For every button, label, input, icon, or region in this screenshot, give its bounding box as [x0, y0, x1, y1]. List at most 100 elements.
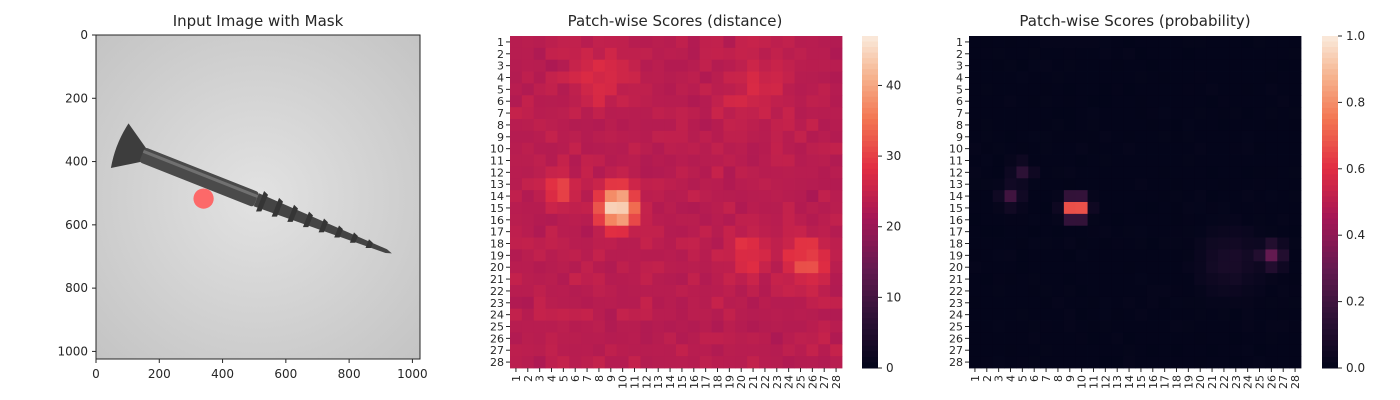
heatmap-cell	[521, 130, 535, 144]
heatmap-cell	[735, 83, 748, 96]
heatmap-cell	[664, 119, 677, 132]
heatmap-cell	[1170, 225, 1183, 238]
heatmap-cell	[1170, 59, 1183, 72]
probability-heatmap-axes: 1122334455667788991010111112121313141415…	[949, 36, 1302, 389]
heatmap-cell	[830, 308, 843, 321]
heatmap-cell	[1004, 142, 1017, 155]
heatmap-cell	[1265, 142, 1278, 155]
heatmap-cell	[557, 166, 570, 179]
heatmap-cell	[652, 273, 665, 286]
x-tick-label: 26	[1265, 375, 1278, 389]
heatmap-cell	[628, 36, 641, 49]
heatmap-cell	[545, 308, 558, 321]
heatmap-cell	[1218, 332, 1231, 345]
heatmap-cell	[1063, 95, 1077, 108]
heatmap-cell	[1289, 59, 1302, 72]
heatmap-cell	[1075, 59, 1088, 72]
heatmap-cell	[1052, 95, 1065, 108]
heatmap-cell	[1194, 83, 1207, 96]
heatmap-cell	[818, 332, 831, 345]
heatmap-cell	[593, 178, 606, 191]
heatmap-cell	[593, 59, 606, 72]
heatmap-cell	[711, 178, 724, 191]
heatmap-cell	[1123, 308, 1136, 321]
heatmap-cell	[1277, 237, 1290, 250]
heatmap-cell	[676, 178, 689, 191]
heatmap-cell	[1040, 356, 1053, 369]
heatmap-cell	[1111, 225, 1124, 238]
heatmap-cell	[1040, 47, 1053, 61]
heatmap-cell	[747, 166, 760, 179]
colorbar-segment	[862, 85, 878, 92]
heatmap-cell	[1182, 83, 1195, 96]
heatmap-cell	[604, 249, 618, 262]
heatmap-cell	[1265, 296, 1278, 310]
heatmap-cell	[676, 59, 689, 72]
heatmap-cell	[640, 320, 653, 333]
heatmap-cell	[1087, 47, 1100, 61]
heatmap-cell	[1075, 190, 1088, 203]
heatmap-cell	[747, 296, 760, 310]
heatmap-cell	[687, 59, 701, 72]
heatmap-cell	[1218, 213, 1231, 227]
heatmap-cell	[806, 344, 819, 357]
heatmap-cell	[992, 249, 1005, 262]
heatmap-cell	[593, 237, 606, 250]
colorbar-segment	[1322, 273, 1338, 280]
heatmap-cell	[735, 344, 748, 357]
heatmap-cell	[747, 285, 760, 298]
heatmap-cell	[652, 202, 665, 215]
heatmap-cell	[687, 71, 701, 84]
heatmap-cell	[1182, 332, 1195, 345]
heatmap-cell	[735, 296, 748, 310]
heatmap-cell	[1277, 320, 1290, 333]
colorbar-segment	[1322, 91, 1338, 98]
heatmap-cell	[1135, 237, 1148, 250]
heatmap-cell	[664, 71, 677, 84]
heatmap-cell	[1087, 178, 1100, 191]
heatmap-cell	[1004, 237, 1017, 250]
heatmap-cell	[1016, 166, 1029, 179]
heatmap-cell	[1277, 344, 1290, 357]
heatmap-cell	[545, 237, 558, 250]
heatmap-cell	[569, 202, 582, 215]
heatmap-cell	[616, 119, 629, 132]
heatmap-cell	[1146, 154, 1160, 167]
heatmap-cell	[1194, 225, 1207, 238]
heatmap-cell	[1229, 249, 1243, 262]
heatmap-cell	[1040, 273, 1053, 286]
heatmap-cell	[510, 36, 523, 49]
heatmap-cell	[1075, 154, 1088, 167]
heatmap-cell	[1218, 130, 1231, 144]
heatmap-cell	[533, 47, 546, 61]
heatmap-cell	[581, 249, 594, 262]
heatmap-cell	[1170, 308, 1183, 321]
heatmap-cell	[711, 71, 724, 84]
heatmap-cell	[1063, 130, 1077, 144]
heatmap-cell	[1075, 344, 1088, 357]
heatmap-cell	[604, 154, 618, 167]
heatmap-cell	[1194, 308, 1207, 321]
heatmap-cell	[664, 47, 677, 61]
heatmap-cell	[1206, 225, 1219, 238]
heatmap-cell	[699, 356, 712, 369]
distance-heatmap-cells	[510, 36, 843, 369]
heatmap-cell	[1277, 249, 1290, 262]
x-tick-label: 3	[534, 375, 547, 382]
heatmap-cell	[1052, 83, 1065, 96]
heatmap-cell	[711, 119, 724, 132]
colorbar-tick-label: 0.6	[1346, 162, 1365, 176]
heatmap-cell	[992, 107, 1005, 120]
heatmap-cell	[1040, 142, 1053, 155]
heatmap-cell	[735, 308, 748, 321]
y-tick-label: 5	[956, 83, 963, 96]
heatmap-cell	[1016, 296, 1029, 310]
heatmap-cell	[1182, 154, 1195, 167]
heatmap-cell	[676, 47, 689, 61]
heatmap-cell	[652, 356, 665, 369]
heatmap-cell	[1075, 142, 1088, 155]
heatmap-cell	[1040, 237, 1053, 250]
colorbar-segment	[862, 107, 878, 114]
heatmap-cell	[735, 107, 748, 120]
